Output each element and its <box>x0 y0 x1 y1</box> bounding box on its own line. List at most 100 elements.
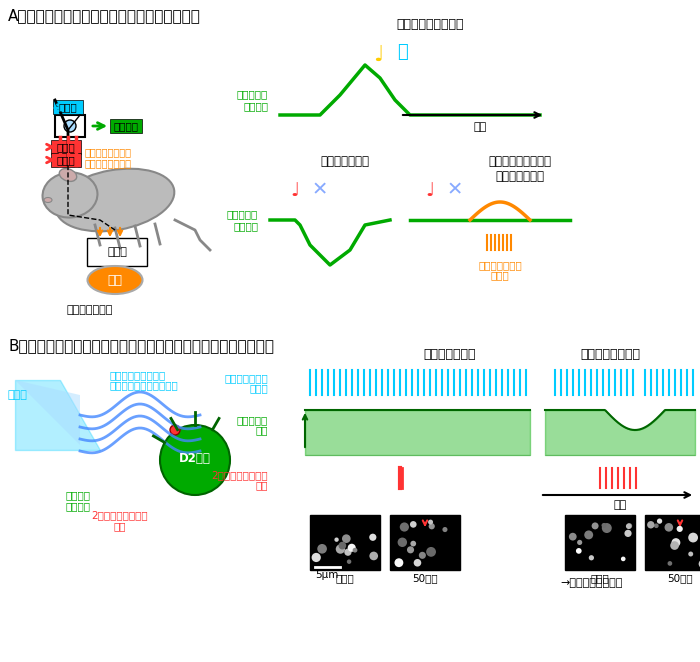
Text: 5μm: 5μm <box>315 570 339 580</box>
Text: ドーパミン: ドーパミン <box>237 415 268 425</box>
Circle shape <box>671 538 680 547</box>
Circle shape <box>395 558 403 567</box>
Ellipse shape <box>60 169 77 181</box>
Circle shape <box>654 524 659 528</box>
Text: 定常状態の再現: 定常状態の再現 <box>424 348 476 361</box>
Circle shape <box>369 534 377 541</box>
Text: ドーパミン
神経活動: ドーパミン 神経活動 <box>237 89 268 111</box>
Circle shape <box>160 425 230 495</box>
Text: 発現したドーパミン神経: 発現したドーパミン神経 <box>110 380 178 390</box>
Text: ドーパミン神経: ドーパミン神経 <box>224 373 268 383</box>
Circle shape <box>336 544 345 553</box>
Circle shape <box>348 544 356 552</box>
Circle shape <box>170 425 180 435</box>
Text: ♩: ♩ <box>290 181 300 199</box>
Circle shape <box>346 559 351 564</box>
Circle shape <box>335 538 339 542</box>
Ellipse shape <box>56 169 174 231</box>
Text: 赤色光: 赤色光 <box>57 142 76 152</box>
Polygon shape <box>305 410 530 455</box>
Circle shape <box>428 520 433 524</box>
Circle shape <box>426 547 436 557</box>
Text: ✕: ✕ <box>312 181 328 199</box>
Text: →スパイン頭部増大: →スパイン頭部増大 <box>560 578 622 588</box>
Circle shape <box>621 557 626 561</box>
Circle shape <box>677 526 682 532</box>
Circle shape <box>398 538 407 547</box>
Circle shape <box>370 551 378 560</box>
Text: 青色光: 青色光 <box>59 102 78 112</box>
Circle shape <box>400 522 409 532</box>
Text: ✕: ✕ <box>447 181 463 199</box>
Text: 光刺激: 光刺激 <box>491 270 510 280</box>
Text: 樹状突起
スパイン: 樹状突起 スパイン <box>65 490 90 512</box>
Text: 予測報酬の除去: 予測報酬の除去 <box>321 155 370 168</box>
Circle shape <box>647 521 655 528</box>
Text: A　マウス行動実験のドーパミン光測定と操作: A マウス行動実験のドーパミン光測定と操作 <box>8 8 201 23</box>
Circle shape <box>442 527 447 532</box>
Text: 光刺激: 光刺激 <box>249 383 268 393</box>
Circle shape <box>569 533 577 541</box>
Circle shape <box>657 518 662 524</box>
Circle shape <box>407 546 414 553</box>
Circle shape <box>317 544 327 553</box>
Circle shape <box>312 553 321 562</box>
Circle shape <box>624 530 631 537</box>
Bar <box>51 140 81 154</box>
Circle shape <box>584 530 593 540</box>
Text: 2光子グルタミン酸: 2光子グルタミン酸 <box>211 470 268 480</box>
Text: 中脳: 中脳 <box>108 273 122 287</box>
Text: D2細胞: D2細胞 <box>179 451 211 465</box>
Text: 一過性低下の再現: 一過性低下の再現 <box>580 348 640 361</box>
Bar <box>645 515 700 570</box>
Text: 2光子グルタミン酸
刺激: 2光子グルタミン酸 刺激 <box>92 510 148 532</box>
Circle shape <box>410 541 416 547</box>
Circle shape <box>693 535 697 540</box>
Circle shape <box>342 534 351 543</box>
Circle shape <box>626 524 631 529</box>
Text: 報酬による条件づけ: 報酬による条件づけ <box>396 18 463 31</box>
Text: 光感受性チャネルを: 光感受性チャネルを <box>110 370 167 380</box>
Circle shape <box>668 561 672 566</box>
Circle shape <box>419 552 426 559</box>
Text: 50分後: 50分後 <box>667 573 693 583</box>
Text: 50分後: 50分後 <box>412 573 438 583</box>
Circle shape <box>428 523 435 530</box>
Circle shape <box>688 533 698 542</box>
Text: 時間: 時間 <box>473 122 486 132</box>
Ellipse shape <box>88 266 143 294</box>
Text: 光によるドーパミン
応答の打ち消し: 光によるドーパミン 応答の打ち消し <box>489 155 552 183</box>
Circle shape <box>353 547 358 553</box>
Text: 光測定器: 光測定器 <box>113 121 139 131</box>
Circle shape <box>414 559 421 567</box>
Bar <box>55 115 85 137</box>
Text: ドーパミン神経: ドーパミン神経 <box>478 260 522 270</box>
Polygon shape <box>15 380 80 445</box>
Circle shape <box>664 523 673 532</box>
Text: 時間: 時間 <box>613 500 626 510</box>
Bar <box>565 515 635 570</box>
Bar <box>53 100 83 114</box>
Ellipse shape <box>44 197 52 203</box>
Circle shape <box>64 120 76 132</box>
Text: 側坐核: 側坐核 <box>107 247 127 257</box>
Text: 刺激前: 刺激前 <box>335 573 354 583</box>
Bar <box>390 515 460 570</box>
Text: ドーパミン神経: ドーパミン神経 <box>66 305 113 315</box>
Text: ♩: ♩ <box>372 45 384 65</box>
Circle shape <box>688 551 693 557</box>
Circle shape <box>592 522 598 530</box>
Text: 青色光: 青色光 <box>8 390 28 400</box>
Text: 💧: 💧 <box>398 43 408 61</box>
Text: ♩: ♩ <box>426 181 435 199</box>
Text: 刺激前: 刺激前 <box>591 573 610 583</box>
Text: ドーパミン
神経活動: ドーパミン 神経活動 <box>227 209 258 231</box>
Text: 神経活動センサー: 神経活動センサー <box>85 158 132 168</box>
Text: B　脳スライス実験におけるグルタミン酸とドーパミンの光操作: B 脳スライス実験におけるグルタミン酸とドーパミンの光操作 <box>8 338 274 353</box>
Text: 刺激: 刺激 <box>256 480 268 490</box>
Circle shape <box>670 542 679 550</box>
Circle shape <box>410 521 416 528</box>
Circle shape <box>699 559 700 568</box>
Bar <box>310 515 380 570</box>
Circle shape <box>601 523 606 528</box>
